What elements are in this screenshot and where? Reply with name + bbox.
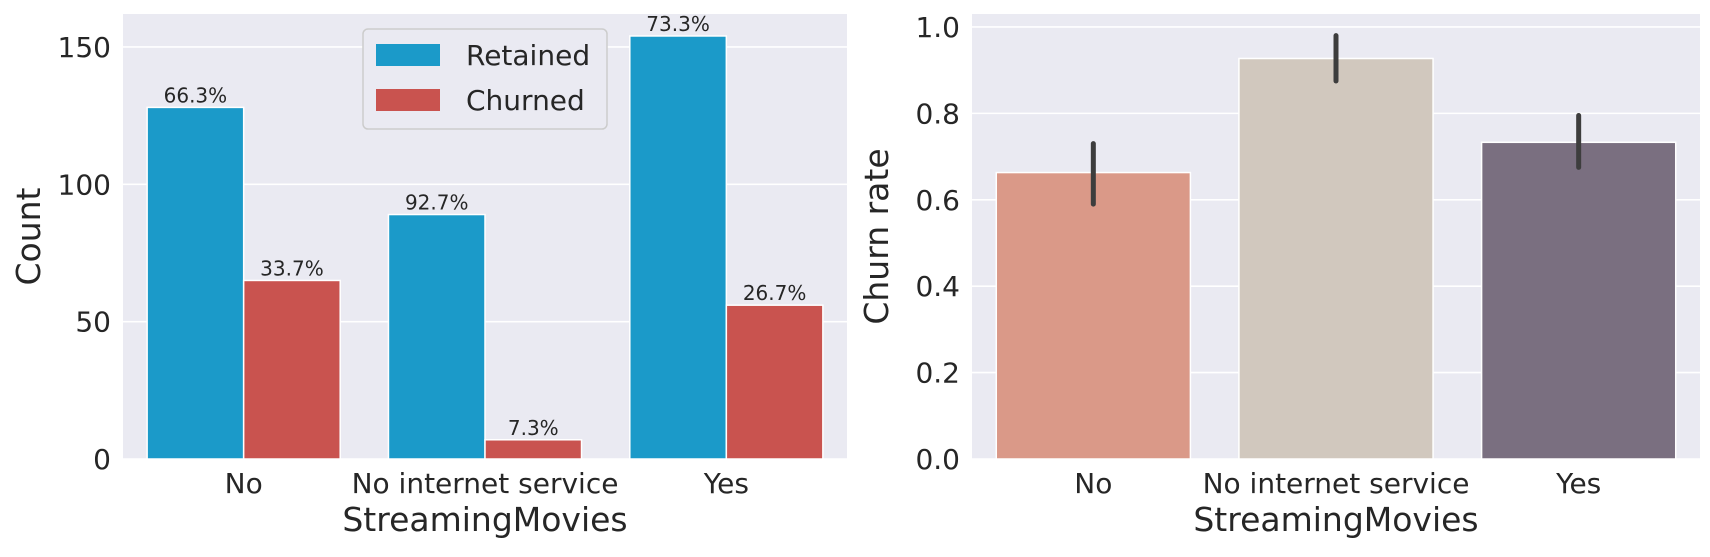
x-tick-label: No bbox=[225, 467, 263, 500]
legend: Retained Churned bbox=[362, 28, 608, 130]
bar-value-label: 7.3% bbox=[508, 416, 559, 440]
legend-label: Churned bbox=[466, 84, 585, 117]
y-tick-label: 50 bbox=[75, 306, 111, 339]
bar bbox=[995, 171, 1192, 460]
y-tick-label: 0.2 bbox=[915, 357, 960, 390]
y-axis-label: Churn rate bbox=[857, 148, 896, 324]
bar-value-label: 26.7% bbox=[743, 281, 807, 305]
bar-value-label: 33.7% bbox=[260, 256, 324, 280]
x-axis-label: StreamingMovies bbox=[1193, 500, 1478, 539]
count-chart: 0 50 100 150 No No internet service Yes Streami… bbox=[9, 12, 847, 539]
bar bbox=[1238, 57, 1434, 460]
bar bbox=[1480, 141, 1677, 460]
bar-value-label: 92.7% bbox=[405, 191, 469, 215]
y-tick-label: 0 bbox=[93, 443, 111, 476]
legend-swatch bbox=[376, 44, 440, 66]
y-axis-label: Count bbox=[9, 187, 48, 285]
y-tick-label: 0.0 bbox=[915, 443, 960, 476]
y-tick-label: 0.8 bbox=[915, 97, 960, 130]
x-tick-label: No internet service bbox=[1203, 467, 1470, 500]
bar-churned bbox=[242, 279, 341, 460]
bar-retained bbox=[387, 213, 486, 460]
bar-churned bbox=[484, 439, 583, 460]
x-tick-label: Yes bbox=[1555, 467, 1601, 500]
bar-retained bbox=[629, 35, 728, 460]
bar-value-label: 66.3% bbox=[164, 83, 228, 107]
churn-rate-chart: 0.0 0.2 0.4 0.6 0.8 1.0 No No internet service Y… bbox=[857, 11, 1700, 539]
y-tick-label: 0.4 bbox=[915, 270, 960, 303]
y-tick-label: 150 bbox=[58, 31, 111, 64]
bar-retained bbox=[146, 106, 245, 460]
bar-churned bbox=[725, 304, 824, 460]
legend-label: Retained bbox=[466, 39, 590, 72]
bar-value-label: 73.3% bbox=[646, 12, 710, 36]
y-tick-label: 100 bbox=[58, 168, 111, 201]
y-tick-label: 1.0 bbox=[915, 11, 960, 44]
x-tick-label: No bbox=[1074, 467, 1112, 500]
x-axis-label: StreamingMovies bbox=[342, 500, 627, 539]
x-tick-label: Yes bbox=[703, 467, 749, 500]
y-tick-label: 0.6 bbox=[915, 184, 960, 217]
legend-swatch bbox=[376, 89, 440, 111]
x-tick-label: No internet service bbox=[352, 467, 619, 500]
